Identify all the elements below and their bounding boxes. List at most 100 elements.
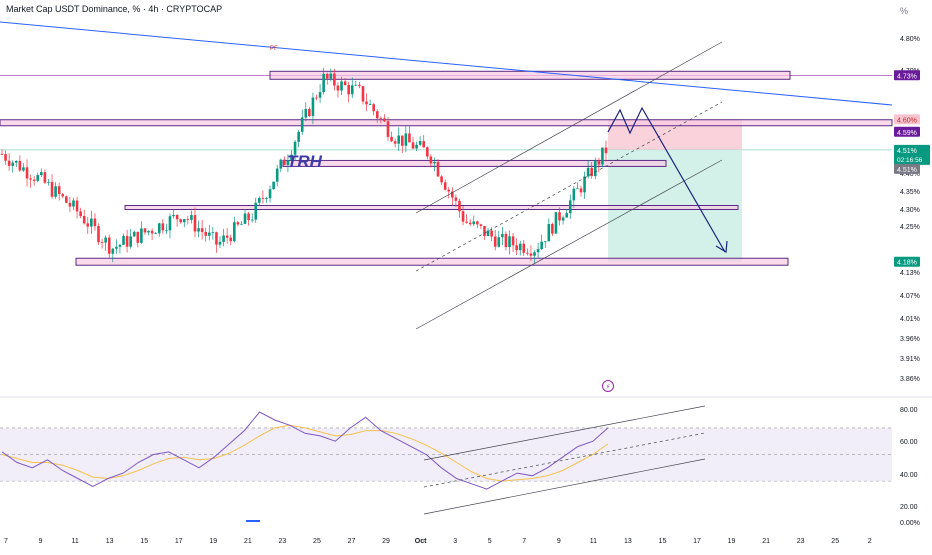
candle-body [14, 160, 18, 163]
candle-body [476, 221, 479, 225]
x-tick-label: Oct [415, 538, 427, 545]
label-stop-bg [894, 114, 920, 125]
candle-body [565, 213, 568, 218]
candle-body [7, 160, 11, 166]
candle-body [175, 214, 179, 220]
candle-body [561, 217, 565, 221]
candle-body [47, 181, 50, 183]
candle-body [258, 197, 261, 203]
trh-annotation: TRH [287, 152, 322, 171]
zone-4-34 [124, 205, 739, 210]
y-tick-label: 4.01% [900, 316, 920, 323]
x-tick-label: 23 [279, 538, 287, 545]
candle-body [275, 168, 279, 182]
candle-body [65, 196, 68, 203]
candle-body [40, 172, 43, 176]
candle-body [61, 194, 65, 197]
pf-marker: PF [270, 46, 278, 52]
candle-body [397, 135, 401, 144]
candle-body [168, 216, 172, 231]
candle-body [97, 226, 100, 243]
candle-body [279, 159, 283, 169]
candle-body [272, 181, 275, 190]
label-bottom-zone: 4.18% [897, 260, 917, 267]
rsi-channel-lower [423, 458, 706, 515]
candle-body [472, 221, 476, 225]
candle-body [322, 73, 325, 93]
candle-body [518, 243, 522, 251]
candle-body [400, 135, 404, 146]
candle-body [375, 111, 379, 119]
candle-body [79, 211, 82, 216]
candle-body [572, 188, 576, 201]
candle-body [179, 219, 182, 223]
candle-body [93, 218, 97, 227]
candle-body [350, 85, 354, 95]
candle-body [458, 200, 461, 212]
candle-body [543, 241, 547, 243]
candle-body [215, 232, 218, 245]
label-stop: 4.60% [897, 117, 917, 124]
candle-body [236, 222, 240, 225]
candle-body [508, 236, 511, 248]
x-tick-label: 23 [797, 538, 805, 545]
y-tick-label: 3.86% [900, 376, 920, 383]
candle-body [68, 202, 72, 207]
candle-body [100, 242, 104, 243]
x-tick-label: 17 [693, 538, 701, 545]
candle-body [540, 241, 543, 250]
candle-body [415, 144, 418, 149]
percent-scale-toggle[interactable]: % [899, 6, 908, 16]
y-tick-label: 3.96% [900, 336, 920, 343]
candle-body [593, 160, 597, 177]
candle-body [497, 237, 501, 247]
candle-body [365, 101, 368, 105]
candle-body [590, 167, 594, 177]
candle-body [361, 86, 365, 102]
y-tick-label: 4.40% [900, 171, 920, 178]
descending-trendline [0, 21, 893, 106]
candle-body [383, 118, 386, 122]
event-marker-icon [602, 380, 614, 392]
candle-body [222, 235, 225, 242]
candle-body [515, 245, 518, 251]
x-tick-label: 7 [522, 538, 526, 545]
x-tick-label: 5 [488, 538, 492, 545]
candle-body [554, 212, 558, 234]
x-tick-label: 11 [590, 538, 597, 545]
candle-body [243, 213, 247, 224]
candle-body [586, 167, 590, 177]
candle-body [479, 224, 483, 226]
candle-body [440, 176, 443, 183]
x-tick-label: 9 [557, 538, 561, 545]
projection-path [607, 106, 726, 253]
candle-body [433, 162, 436, 164]
candle-body [526, 252, 529, 254]
candle-body [558, 212, 561, 221]
candle-body [336, 85, 340, 91]
candle-body [218, 241, 222, 245]
candle-body [504, 233, 508, 248]
y-tick-label: 4.80% [900, 36, 920, 43]
y-tick-label: 4.30% [900, 207, 920, 214]
candle-body [0, 153, 4, 155]
candle-body [329, 73, 333, 79]
candle-body [347, 85, 350, 95]
label-current-alt: 4.51% [897, 167, 917, 174]
x-tick-label: 15 [659, 538, 667, 545]
candle-body [390, 136, 393, 142]
y-tick-label: 4.25% [900, 224, 920, 231]
label-trendline-bg [894, 126, 920, 137]
candle-body [265, 198, 268, 199]
x-tick-label: 15 [140, 538, 148, 545]
candle-body [551, 224, 554, 234]
x-tick-label: 7 [4, 538, 8, 545]
candle-body [211, 232, 215, 234]
x-tick-label: 21 [762, 538, 770, 545]
candle-body [115, 246, 118, 249]
candle-body [54, 186, 57, 197]
candle-body [533, 252, 536, 256]
candle-body [36, 175, 40, 181]
